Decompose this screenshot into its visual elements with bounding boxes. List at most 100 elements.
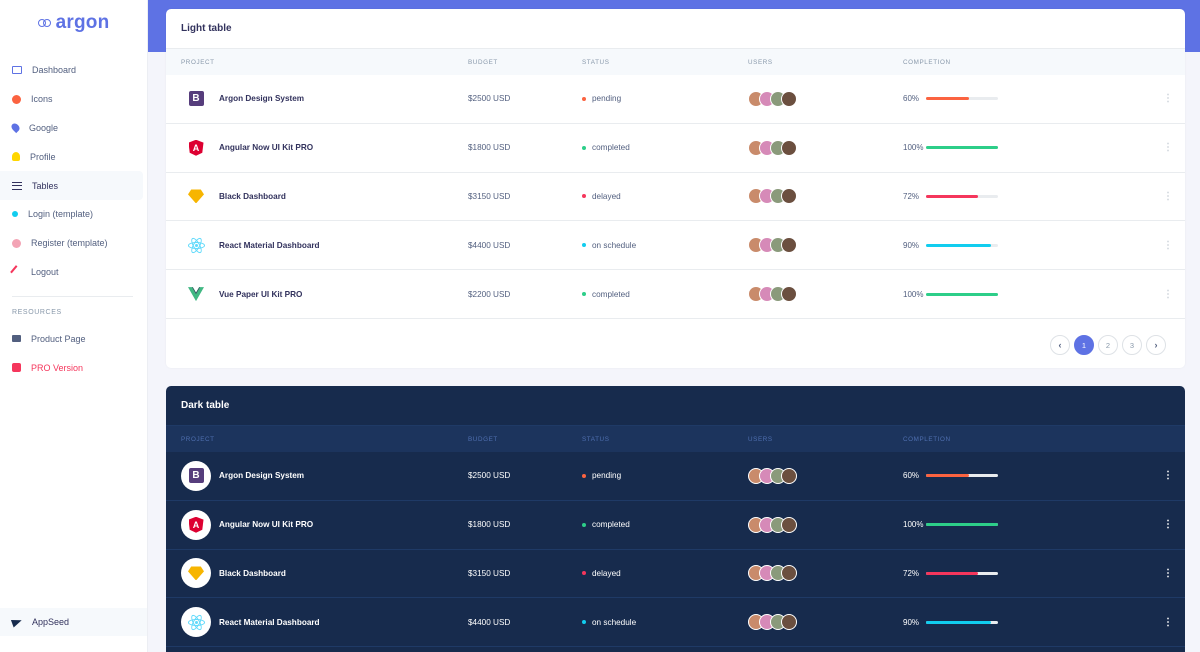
sidebar-item-icons[interactable]: Icons bbox=[0, 85, 143, 114]
user-avatar[interactable] bbox=[781, 565, 797, 582]
sidebar-item-profile[interactable]: Profile bbox=[0, 142, 143, 171]
completion-percent: 100% bbox=[903, 520, 924, 530]
sidebar-divider bbox=[12, 296, 133, 298]
sidebar-item-appseed[interactable]: AppSeed bbox=[0, 608, 147, 636]
progress-bar-fill bbox=[926, 292, 998, 296]
sketch-logo-icon bbox=[188, 189, 204, 204]
sidebar-item-register[interactable]: Register (template) bbox=[0, 229, 143, 258]
project-logo: A bbox=[181, 509, 211, 540]
project-cell: B Argon Design System bbox=[166, 84, 468, 114]
more-options-icon[interactable]: ⋮ bbox=[1163, 470, 1173, 482]
progress-bar bbox=[926, 292, 998, 296]
pagination-prev[interactable]: ‹ bbox=[1050, 335, 1070, 355]
status-label: completed bbox=[592, 520, 630, 530]
briefcase-icon bbox=[12, 335, 21, 343]
user-avatar[interactable] bbox=[781, 237, 797, 254]
more-options-icon[interactable]: ⋮ bbox=[1163, 93, 1173, 105]
sidebar-item-label: Dashboard bbox=[32, 65, 77, 76]
column-project: PROJECT bbox=[181, 435, 215, 443]
progress-bar-fill bbox=[926, 97, 970, 101]
completion-cell: 72% bbox=[903, 192, 1153, 201]
avatar-group bbox=[748, 188, 903, 205]
project-logo: B bbox=[181, 84, 211, 114]
sidebar-item-dashboard[interactable]: Dashboard bbox=[0, 56, 143, 85]
completion-percent: 72% bbox=[903, 568, 920, 578]
more-options-icon[interactable]: ⋮ bbox=[1163, 239, 1173, 251]
sidebar-item-label: Profile bbox=[30, 151, 56, 162]
column-completion: COMPLETION bbox=[903, 58, 951, 66]
completion-percent: 90% bbox=[903, 617, 920, 627]
user-avatar[interactable] bbox=[781, 188, 797, 205]
column-completion: COMPLETION bbox=[903, 435, 951, 443]
user-avatar[interactable] bbox=[781, 286, 797, 303]
project-cell: Black Dashboard bbox=[166, 558, 468, 589]
column-budget: BUDGET bbox=[468, 435, 498, 443]
user-avatar[interactable] bbox=[781, 90, 797, 107]
completion-percent: 72% bbox=[903, 191, 920, 201]
completion-percent: 60% bbox=[903, 94, 920, 104]
sidebar-item-google[interactable]: Google bbox=[0, 114, 143, 143]
dark-table-title: Dark table bbox=[166, 386, 1185, 426]
pin-icon bbox=[9, 122, 22, 134]
status-label: completed bbox=[592, 143, 630, 153]
user-avatar[interactable] bbox=[781, 139, 797, 156]
tv-icon bbox=[12, 66, 22, 75]
row-actions: ⋮ bbox=[1153, 470, 1183, 481]
progress-bar bbox=[926, 243, 998, 247]
sidebar-item-label: Icons bbox=[31, 94, 53, 105]
avatar-group bbox=[748, 467, 903, 484]
sidebar-item-label: PRO Version bbox=[31, 362, 84, 373]
sidebar-item-logout[interactable]: Logout bbox=[0, 258, 143, 287]
completion-cell: 90% bbox=[903, 618, 1153, 627]
budget-value: $2500 USD bbox=[468, 94, 511, 104]
status-badge: delayed bbox=[582, 192, 748, 201]
more-options-icon[interactable]: ⋮ bbox=[1163, 519, 1173, 531]
sidebar-item-label: Login (template) bbox=[28, 209, 94, 220]
status-dot-icon bbox=[582, 292, 586, 297]
budget-value: $1800 USD bbox=[468, 143, 511, 153]
status-label: pending bbox=[592, 94, 622, 104]
budget-value: $4400 USD bbox=[468, 617, 511, 627]
pagination-page-1[interactable]: 1 bbox=[1074, 335, 1094, 355]
pagination-next[interactable]: › bbox=[1146, 335, 1166, 355]
react-logo-icon bbox=[187, 236, 205, 255]
sidebar-item-product-page[interactable]: Product Page bbox=[0, 324, 143, 353]
more-options-icon[interactable]: ⋮ bbox=[1163, 288, 1173, 300]
completion-cell: 60% bbox=[903, 94, 1153, 103]
sidebar-item-login[interactable]: Login (template) bbox=[0, 200, 143, 229]
user-icon bbox=[12, 152, 20, 162]
sidebar-item-pro-version[interactable]: PRO Version bbox=[0, 353, 143, 382]
status-badge: on schedule bbox=[582, 241, 748, 250]
user-avatar[interactable] bbox=[781, 467, 797, 484]
project-name: Argon Design System bbox=[219, 471, 305, 481]
status-badge: delayed bbox=[582, 569, 748, 578]
completion-cell: 100% bbox=[903, 290, 1153, 299]
completion-cell: 100% bbox=[903, 143, 1153, 152]
avatar-group bbox=[748, 614, 903, 631]
sidebar-item-tables[interactable]: Tables bbox=[0, 171, 143, 200]
planet-icon bbox=[12, 94, 21, 104]
bootstrap-logo-icon: B bbox=[188, 468, 204, 484]
more-options-icon[interactable]: ⋮ bbox=[1163, 567, 1173, 579]
progress-bar bbox=[926, 194, 998, 198]
more-options-icon[interactable]: ⋮ bbox=[1163, 616, 1173, 628]
status-label: delayed bbox=[592, 568, 621, 578]
avatar-group bbox=[748, 90, 903, 107]
table-row: B Argon Design System $2500 USD pending … bbox=[166, 75, 1185, 124]
project-cell: A Angular Now UI Kit PRO bbox=[166, 509, 468, 540]
brand-logo[interactable]: argon bbox=[0, 0, 147, 46]
more-options-icon[interactable]: ⋮ bbox=[1163, 142, 1173, 154]
pagination: ‹ 1 2 3 › bbox=[1050, 335, 1166, 355]
column-budget: BUDGET bbox=[468, 58, 498, 66]
pagination-page-2[interactable]: 2 bbox=[1098, 335, 1118, 355]
budget-value: $2200 USD bbox=[468, 289, 511, 299]
pagination-page-3[interactable]: 3 bbox=[1122, 335, 1142, 355]
project-cell: Vue Paper UI Kit PRO bbox=[166, 279, 468, 309]
user-avatar[interactable] bbox=[781, 614, 797, 631]
user-avatar[interactable] bbox=[781, 516, 797, 533]
more-options-icon[interactable]: ⋮ bbox=[1163, 190, 1173, 202]
row-actions: ⋮ bbox=[1153, 142, 1183, 153]
status-dot-icon bbox=[582, 243, 586, 248]
progress-bar-fill bbox=[926, 474, 970, 478]
budget-value: $2500 USD bbox=[468, 471, 511, 481]
